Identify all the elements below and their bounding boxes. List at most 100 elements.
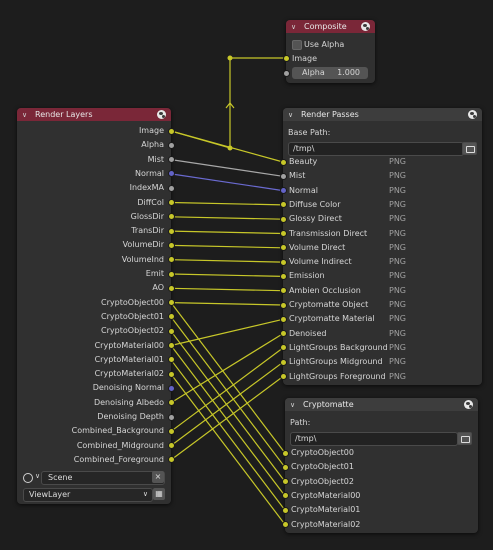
output-cryptoobject02-socket[interactable] bbox=[168, 328, 174, 334]
input-cryptomatte-object-socket[interactable] bbox=[280, 302, 286, 308]
output-cryptoobject01-socket[interactable] bbox=[168, 314, 174, 320]
output-transdir-socket[interactable] bbox=[168, 228, 174, 234]
link-ao-to-ambien-occlusion bbox=[170, 287, 284, 292]
chevron-down-icon[interactable]: ∨ bbox=[288, 110, 294, 119]
output-indexma-socket[interactable] bbox=[168, 185, 174, 191]
render-layers-node[interactable]: ∨ Render Layers Image Alpha Mist Normal Inde… bbox=[17, 108, 174, 504]
input-cryptoobject00-socket[interactable] bbox=[282, 450, 288, 456]
alpha-slider-value: 1.000 bbox=[337, 68, 360, 77]
format-label: PNG bbox=[389, 271, 407, 281]
output-denoising-normal-socket[interactable] bbox=[168, 385, 174, 391]
folder-icon[interactable] bbox=[462, 142, 477, 155]
input-cryptomaterial01-socket[interactable] bbox=[282, 507, 288, 513]
output-diffcol-socket[interactable] bbox=[168, 200, 174, 205]
input-mist-socket[interactable] bbox=[280, 173, 286, 179]
input-cryptoobject02-socket[interactable] bbox=[282, 479, 288, 485]
output-combined-background-socket[interactable] bbox=[168, 428, 174, 434]
input-cryptomaterial01-label: CryptoMaterial01 bbox=[291, 505, 361, 515]
input-diffuse-color-socket[interactable] bbox=[280, 202, 286, 208]
input-mist-label: Mist bbox=[289, 171, 306, 181]
input-lightgroups-foreground-label: LightGroups Foreground bbox=[289, 371, 386, 381]
render-layer-icon[interactable]: ▦ bbox=[153, 488, 165, 500]
scene-selector[interactable]: Scene bbox=[41, 471, 165, 485]
output-ao-label: AO bbox=[152, 283, 164, 293]
output-mist-socket[interactable] bbox=[168, 157, 174, 163]
output-denoising-depth-label: Denoising Depth bbox=[97, 412, 164, 421]
output-alpha-socket[interactable] bbox=[168, 142, 174, 148]
output-glossdir-socket[interactable] bbox=[168, 214, 174, 220]
chevron-down-icon[interactable]: ∨ bbox=[291, 22, 297, 31]
scene-icon[interactable] bbox=[23, 473, 33, 483]
output-combined-midground-socket[interactable] bbox=[168, 443, 174, 449]
node-title: Cryptomatte bbox=[303, 400, 354, 409]
output-cryptomaterial00-socket[interactable] bbox=[168, 343, 174, 348]
output-ao-socket[interactable] bbox=[168, 285, 174, 291]
input-cryptomatte-material-label: Cryptomatte Material bbox=[289, 314, 375, 324]
input-volume-indirect-socket[interactable] bbox=[280, 259, 286, 265]
chevron-down-icon[interactable]: ∨ bbox=[35, 472, 41, 480]
input-cryptomatte-material-socket[interactable] bbox=[280, 316, 286, 322]
alpha-slider[interactable]: Alpha 1.000 bbox=[292, 67, 368, 79]
output-volumeind-socket[interactable] bbox=[168, 257, 174, 263]
arrow-up-icon bbox=[225, 102, 235, 109]
render-layers-node-header[interactable]: ∨ Render Layers bbox=[17, 108, 171, 121]
chevron-down-icon[interactable]: ∨ bbox=[290, 400, 296, 409]
input-alpha-socket[interactable] bbox=[283, 70, 289, 76]
composite-node-header[interactable]: ∨ Composite bbox=[286, 20, 375, 33]
format-label: PNG bbox=[389, 185, 407, 195]
input-lightgroups-foreground-socket[interactable] bbox=[280, 374, 286, 379]
folder-icon[interactable] bbox=[457, 432, 472, 445]
input-lightgroups-midground-socket[interactable] bbox=[280, 359, 286, 365]
close-icon[interactable]: × bbox=[152, 471, 164, 483]
format-label: PNG bbox=[389, 285, 407, 295]
output-denoising-albedo-socket[interactable] bbox=[168, 400, 174, 406]
output-cryptoobject00-label: CryptoObject00 bbox=[101, 297, 164, 307]
input-cryptomaterial00-socket[interactable] bbox=[282, 493, 288, 499]
output-glossdir-label: GlossDir bbox=[130, 211, 164, 221]
input-lightgroups-background-socket[interactable] bbox=[280, 345, 286, 351]
path-input[interactable]: /tmp\ bbox=[290, 432, 458, 446]
use-alpha-checkbox[interactable] bbox=[292, 40, 302, 50]
input-cryptomaterial02-socket[interactable] bbox=[282, 522, 288, 527]
render-passes-node-header[interactable]: ∨ Render Passes bbox=[283, 108, 482, 121]
path-value: /tmp\ bbox=[295, 434, 317, 443]
output-image-socket[interactable] bbox=[168, 128, 174, 134]
format-label: PNG bbox=[389, 171, 407, 181]
cryptomatte-node[interactable]: ∨ Cryptomatte Path: /tmp\ CryptoObject00… bbox=[282, 398, 478, 533]
input-denoised-socket[interactable] bbox=[280, 331, 286, 337]
node-title: Render Layers bbox=[35, 110, 93, 119]
output-emit-socket[interactable] bbox=[168, 271, 174, 277]
input-ambien-occlusion-socket[interactable] bbox=[280, 288, 286, 294]
input-emission-socket[interactable] bbox=[280, 273, 286, 279]
base-path-input[interactable]: /tmp\ bbox=[288, 142, 464, 156]
composite-node[interactable]: ∨ Composite Use Alpha Image Alpha 1.000 bbox=[283, 20, 375, 83]
output-cryptomaterial02-socket[interactable] bbox=[168, 371, 174, 377]
link-cryptomaterial00-to-cryptomaterial00 bbox=[170, 345, 286, 497]
link-diffcol-to-diffuse-color bbox=[170, 201, 284, 206]
output-cryptomaterial01-socket[interactable] bbox=[168, 357, 174, 363]
output-volumedir-socket[interactable] bbox=[168, 242, 174, 248]
input-diffuse-color-label: Diffuse Color bbox=[289, 199, 341, 209]
input-normal-socket[interactable] bbox=[280, 188, 286, 194]
input-glossy-direct-socket[interactable] bbox=[280, 216, 286, 222]
input-cryptomaterial02-label: CryptoMaterial02 bbox=[291, 519, 361, 529]
view-layer-selector[interactable]: ViewLayer ∨ bbox=[23, 488, 153, 502]
output-cryptoobject00-socket[interactable] bbox=[168, 300, 174, 306]
output-normal-socket[interactable] bbox=[168, 171, 174, 177]
output-volumeind-label: VolumeInd bbox=[121, 254, 164, 264]
cryptomatte-node-header[interactable]: ∨ Cryptomatte bbox=[285, 398, 478, 411]
output-combined-foreground-socket[interactable] bbox=[168, 457, 174, 463]
chevron-down-icon[interactable]: ∨ bbox=[22, 110, 28, 119]
input-beauty-socket[interactable] bbox=[280, 159, 286, 165]
format-label: PNG bbox=[389, 300, 407, 309]
input-volume-direct-socket[interactable] bbox=[280, 245, 286, 251]
input-transmission-direct-socket[interactable] bbox=[280, 231, 286, 236]
render-passes-node[interactable]: ∨ Render Passes Base Path: /tmp\ Beauty P… bbox=[280, 108, 482, 385]
output-denoising-depth-socket[interactable] bbox=[168, 414, 174, 420]
output-cryptoobject01-label: CryptoObject01 bbox=[101, 311, 164, 321]
output-volumedir-label: VolumeDir bbox=[122, 240, 164, 250]
output-denoising-normal-label: Denoising Normal bbox=[92, 383, 164, 393]
input-cryptoobject01-socket[interactable] bbox=[282, 464, 288, 470]
input-image-socket[interactable] bbox=[283, 55, 289, 61]
format-label: PNG bbox=[389, 371, 407, 381]
